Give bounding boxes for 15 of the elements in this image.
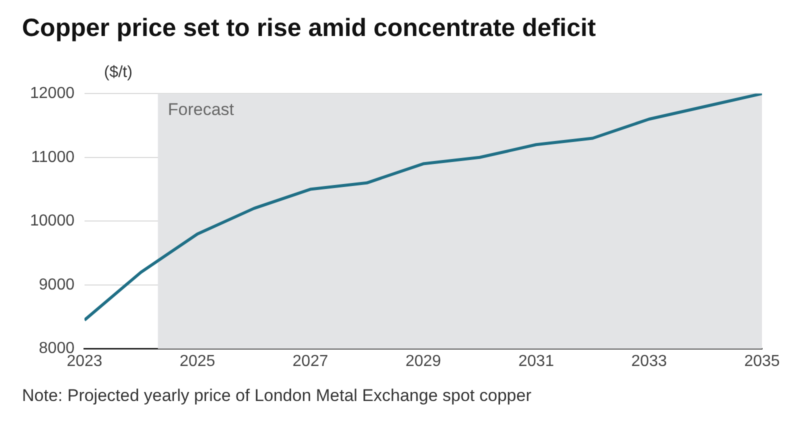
x-tick-label: 2027 — [292, 352, 328, 370]
chart-title: Copper price set to rise amid concentrate deficit — [22, 14, 596, 43]
x-tick-label: 2035 — [744, 352, 780, 370]
x-tick-label: 2023 — [66, 352, 102, 370]
x-tick-label: 2033 — [631, 352, 667, 370]
y-tick-label: 11000 — [31, 148, 75, 166]
text: Note: Projected yearly price of London Metal Exchange spot copper — [22, 385, 532, 407]
y-tick-label: 12000 — [30, 85, 75, 102]
y-tick-label: 9000 — [38, 276, 75, 294]
band-label: Forecast — [168, 100, 234, 119]
y-axis-title: ($/t) — [104, 64, 132, 82]
x-tick-label: 2029 — [405, 352, 442, 370]
x-tick-label: 2031 — [518, 352, 554, 370]
y-tick-label: 10000 — [30, 212, 75, 230]
x-tick-label: 2025 — [180, 352, 216, 370]
